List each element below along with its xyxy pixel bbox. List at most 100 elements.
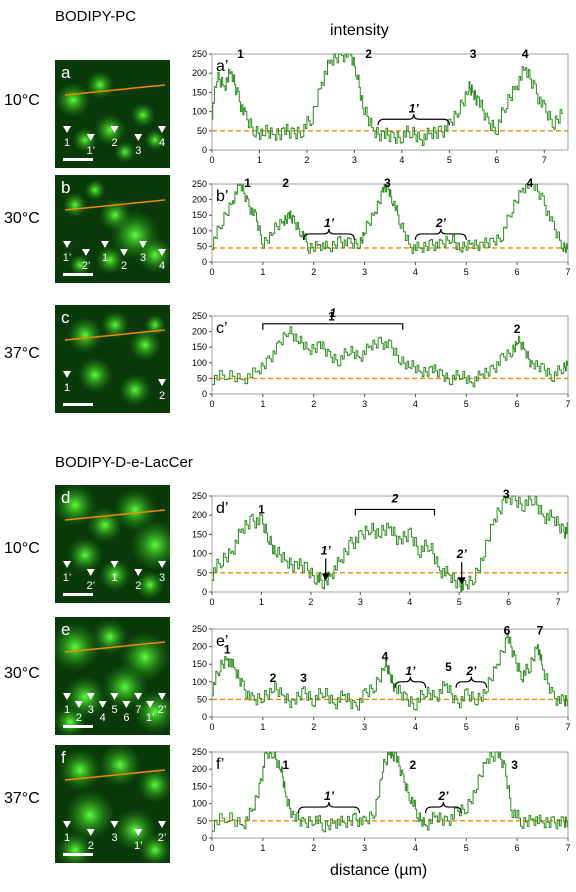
marker-arrowhead bbox=[158, 379, 166, 386]
intensity-plot-b: 0 50 100 150 200 250 0 1 2 3 4 5 6 7 b’ 1 2 3 4 1’ 2’ bbox=[180, 176, 576, 280]
x-tick-label: 4 bbox=[413, 722, 418, 732]
x-tick-label: 2 bbox=[308, 597, 313, 607]
fluorescent-spot bbox=[129, 519, 170, 571]
scale-bar bbox=[63, 158, 93, 161]
marker-arrowhead bbox=[86, 693, 95, 700]
x-tick-label: 1 bbox=[257, 155, 262, 165]
x-tick-label: 5 bbox=[464, 267, 469, 277]
peak-label: 4 bbox=[522, 47, 529, 61]
y-tick-label: 0 bbox=[202, 145, 207, 155]
y-tick-label: 0 bbox=[202, 257, 207, 267]
peak-label: 3 bbox=[470, 47, 477, 61]
peak-label: 1 bbox=[237, 47, 244, 61]
marker-arrowhead bbox=[146, 701, 155, 708]
y-tick-label: 250 bbox=[192, 624, 207, 634]
marker-arrowhead bbox=[120, 249, 128, 256]
marker-arrowhead bbox=[110, 561, 119, 568]
y-tick-label: 100 bbox=[192, 107, 207, 117]
marker-arrowhead bbox=[63, 371, 71, 378]
peak-label: 2 bbox=[282, 176, 289, 190]
x-tick-label: 3 bbox=[362, 267, 367, 277]
fluorescent-spot bbox=[100, 310, 130, 340]
peak-label: 3 bbox=[511, 758, 518, 772]
x-tick-label: 3 bbox=[362, 843, 367, 853]
y-tick-label: 250 bbox=[192, 179, 207, 189]
marker-arrowhead bbox=[158, 821, 166, 828]
distance-axis-title: distance (µm) bbox=[330, 862, 428, 879]
micrograph-marker-label: 3 bbox=[88, 704, 94, 716]
arrow-head bbox=[457, 577, 466, 585]
fluorescent-spot bbox=[118, 373, 152, 407]
x-tick-label: 0 bbox=[209, 399, 214, 409]
fluorescent-spot bbox=[135, 570, 165, 600]
marker-arrowhead bbox=[63, 241, 71, 248]
micrograph-panel-label: a bbox=[61, 63, 71, 82]
x-tick-label: 7 bbox=[565, 843, 570, 853]
fluorescent-spot bbox=[137, 237, 170, 273]
marker-arrowhead bbox=[158, 693, 166, 700]
fluorescent-spot bbox=[95, 245, 125, 275]
fluorescent-spot bbox=[128, 328, 162, 362]
fluorescent-spot bbox=[58, 748, 102, 792]
intensity-trace bbox=[212, 183, 568, 254]
line-scan bbox=[64, 769, 166, 781]
y-tick-label: 150 bbox=[192, 781, 207, 791]
marker-arrowhead bbox=[63, 126, 71, 133]
fluorescent-spot bbox=[113, 488, 157, 532]
micrograph-marker-label: 1 bbox=[64, 382, 70, 394]
bracket bbox=[354, 508, 436, 516]
line-scan bbox=[64, 509, 166, 521]
fluorescent-spot bbox=[55, 621, 101, 673]
marker-arrowhead bbox=[134, 829, 143, 836]
fluorescent-spot bbox=[69, 254, 91, 276]
peak-label: 4 bbox=[382, 650, 389, 664]
scale-bar bbox=[63, 593, 93, 596]
intensity-plot-f: 0 50 100 150 200 250 0 1 2 3 4 5 6 7 f’ 1 2 3 1’ 2’ bbox=[180, 747, 576, 856]
fluorescent-spot bbox=[67, 317, 103, 353]
x-tick-label: 0 bbox=[209, 722, 214, 732]
scale-bar bbox=[63, 725, 93, 728]
intensity-trace bbox=[212, 632, 568, 711]
brace bbox=[377, 114, 450, 126]
peak-label: 1 bbox=[244, 176, 251, 190]
x-tick-label: 7 bbox=[542, 155, 547, 165]
y-tick-label: 150 bbox=[192, 210, 207, 220]
micrograph-marker-label: 2’ bbox=[158, 704, 167, 716]
micrograph-marker-label: 1 bbox=[64, 832, 70, 844]
x-tick-label: 7 bbox=[565, 722, 570, 732]
fluorescent-spot bbox=[62, 192, 88, 218]
marker-arrowhead bbox=[134, 693, 143, 700]
micrograph-panel-label: f bbox=[61, 748, 66, 767]
intensity-trace bbox=[212, 495, 568, 593]
temp-label-d: 10°C bbox=[4, 540, 40, 557]
marker-arrowhead bbox=[63, 693, 71, 700]
x-tick-label: 6 bbox=[515, 722, 520, 732]
x-tick-label: 1 bbox=[259, 597, 264, 607]
micrograph-marker-label: 1’ bbox=[63, 252, 72, 264]
x-tick-label: 2 bbox=[311, 843, 316, 853]
line-scan bbox=[64, 641, 166, 653]
x-tick-label: 2 bbox=[311, 722, 316, 732]
plot-frame bbox=[211, 495, 569, 593]
temp-label-f: 37°C bbox=[4, 790, 40, 807]
marker-arrowhead bbox=[158, 249, 166, 256]
x-tick-label: 5 bbox=[464, 843, 469, 853]
x-tick-label: 3 bbox=[358, 597, 363, 607]
y-tick-label: 150 bbox=[192, 659, 207, 669]
x-tick-label: 3 bbox=[352, 155, 357, 165]
micrograph-marker-label: 6 bbox=[123, 712, 129, 724]
micrograph-marker-label: 2 bbox=[159, 390, 165, 402]
y-tick-label: 100 bbox=[192, 358, 207, 368]
y-tick-label: 0 bbox=[202, 587, 207, 597]
peak-label: 3 bbox=[384, 176, 391, 190]
temp-label-b: 30°C bbox=[4, 210, 40, 227]
marker-arrowhead bbox=[139, 241, 147, 248]
intensity-plot-e: 0 50 100 150 200 250 0 1 2 3 4 5 6 7 e’ 1 2 3 4 5 6 7 1’ 2’ bbox=[180, 623, 576, 735]
bracket-label: 2 bbox=[391, 491, 399, 505]
y-tick-label: 50 bbox=[197, 373, 207, 383]
line-scan bbox=[64, 199, 166, 211]
x-tick-label: 6 bbox=[515, 843, 520, 853]
fluorescent-spot bbox=[138, 833, 170, 863]
micrograph-marker-label: 1’ bbox=[86, 145, 95, 157]
bracket bbox=[262, 323, 404, 330]
